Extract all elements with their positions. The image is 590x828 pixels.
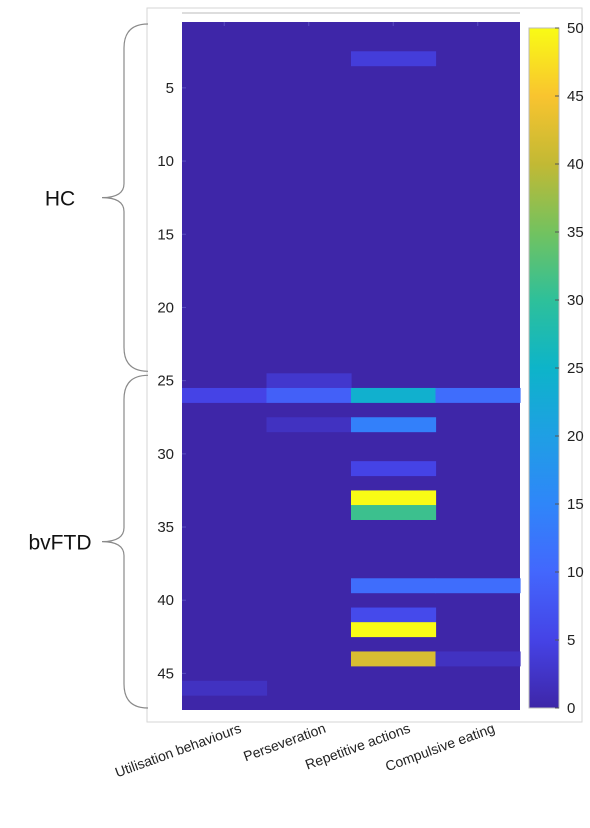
- colorbar-tick-label: 30: [567, 292, 584, 309]
- y-tick-label: 35: [157, 519, 174, 536]
- heatmap-cell: [351, 578, 437, 594]
- heatmap-cell: [435, 387, 521, 403]
- group-label: bvFTD: [29, 532, 92, 555]
- colorbar-tick-label: 45: [567, 88, 584, 105]
- heatmap-cell: [351, 651, 437, 667]
- colorbar-tick-label: 20: [567, 428, 584, 445]
- heatmap-cell: [266, 373, 352, 389]
- y-tick-label: 5: [166, 80, 174, 97]
- heatmap-cell: [351, 490, 437, 506]
- colorbar-tick-label: 25: [567, 360, 584, 377]
- colorbar-tick-label: 10: [567, 564, 584, 581]
- heatmap-cell: [182, 387, 268, 403]
- group-label: HC: [45, 188, 75, 211]
- colorbar: [528, 27, 560, 709]
- y-tick-label: 20: [157, 299, 174, 316]
- group-brace: [101, 374, 149, 709]
- group-brace: [101, 23, 149, 372]
- heatmap-cells: [182, 51, 521, 696]
- colorbar-tick-label: 15: [567, 496, 584, 513]
- y-tick-label: 10: [157, 153, 174, 170]
- y-axis-ticks: 5 10 15 20 25 30 35 40 45: [157, 80, 186, 682]
- heatmap-cell: [182, 680, 268, 696]
- heatmap-cell: [351, 607, 437, 623]
- heatmap-cell: [266, 387, 352, 403]
- heatmap-cell: [351, 505, 437, 521]
- colorbar-tick-label: 5: [567, 632, 575, 649]
- y-tick-label: 45: [157, 665, 174, 682]
- group-braces: HC bvFTD: [29, 23, 149, 709]
- heatmap-cell: [351, 461, 437, 477]
- heatmap-cell: [351, 387, 437, 403]
- heatmap-cell: [266, 417, 352, 433]
- heatmap-cell: [435, 651, 521, 667]
- colorbar-tick-label: 50: [567, 20, 584, 37]
- x-tick-label: Utilisation behaviours: [113, 720, 244, 781]
- colorbar-tick-label: 40: [567, 156, 584, 173]
- y-tick-label: 25: [157, 373, 174, 390]
- heatmap-cell: [351, 417, 437, 433]
- y-tick-label: 15: [157, 226, 174, 243]
- colorbar-ticks: 0 5 10 15 20 25 30 35 40 45 50: [555, 20, 584, 717]
- heatmap-cell: [351, 622, 437, 638]
- y-tick-label: 30: [157, 446, 174, 463]
- heatmap-cell: [351, 51, 437, 67]
- colorbar-tick-label: 35: [567, 224, 584, 241]
- colorbar-tick-label: 0: [567, 700, 575, 717]
- y-tick-label: 40: [157, 592, 174, 609]
- heatmap-cell: [435, 578, 521, 594]
- heatmap-background: [182, 22, 520, 710]
